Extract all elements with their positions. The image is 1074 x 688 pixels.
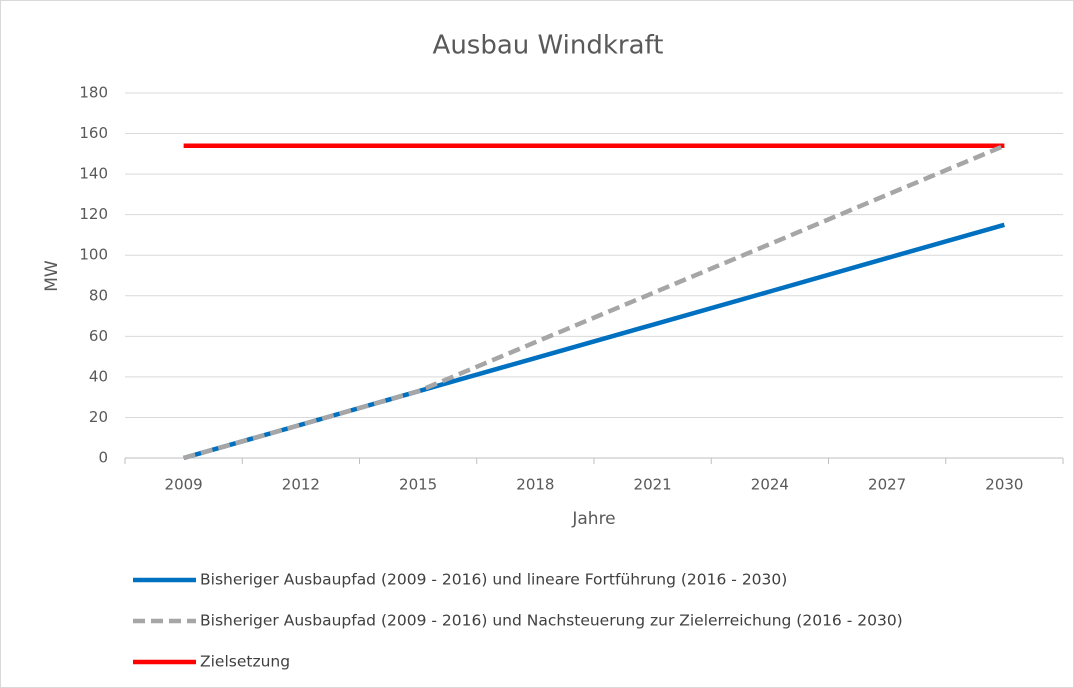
y-tick-label: 140 [79,165,108,183]
legend-label: Zielsetzung [200,653,290,671]
x-axis-label: Jahre [571,509,615,529]
y-tick-label: 60 [89,327,108,345]
x-tick-label: 2015 [399,476,437,494]
y-tick-label: 0 [98,449,108,467]
x-tick-label: 2030 [985,476,1023,494]
x-tick-label: 2027 [868,476,906,494]
x-tick-label: 2009 [165,476,203,494]
y-tick-label: 160 [79,124,108,142]
x-tick-label: 2012 [282,476,320,494]
chart-title: Ausbau Windkraft [433,31,664,61]
legend-label: Bisheriger Ausbaupfad (2009 - 2016) und … [200,612,903,630]
y-tick-label: 80 [89,286,108,304]
x-tick-label: 2021 [634,476,672,494]
x-tick-label: 2018 [516,476,554,494]
y-tick-label: 20 [89,408,108,426]
legend-label: Bisheriger Ausbaupfad (2009 - 2016) und … [200,571,787,589]
y-tick-label: 100 [79,246,108,264]
y-axis-label: MW [42,260,62,292]
y-tick-label: 40 [89,367,108,385]
y-tick-label: 120 [79,205,108,223]
x-tick-label: 2024 [751,476,789,494]
series-line [183,143,1006,461]
y-tick-label: 180 [79,84,108,102]
series-line [183,222,1005,461]
